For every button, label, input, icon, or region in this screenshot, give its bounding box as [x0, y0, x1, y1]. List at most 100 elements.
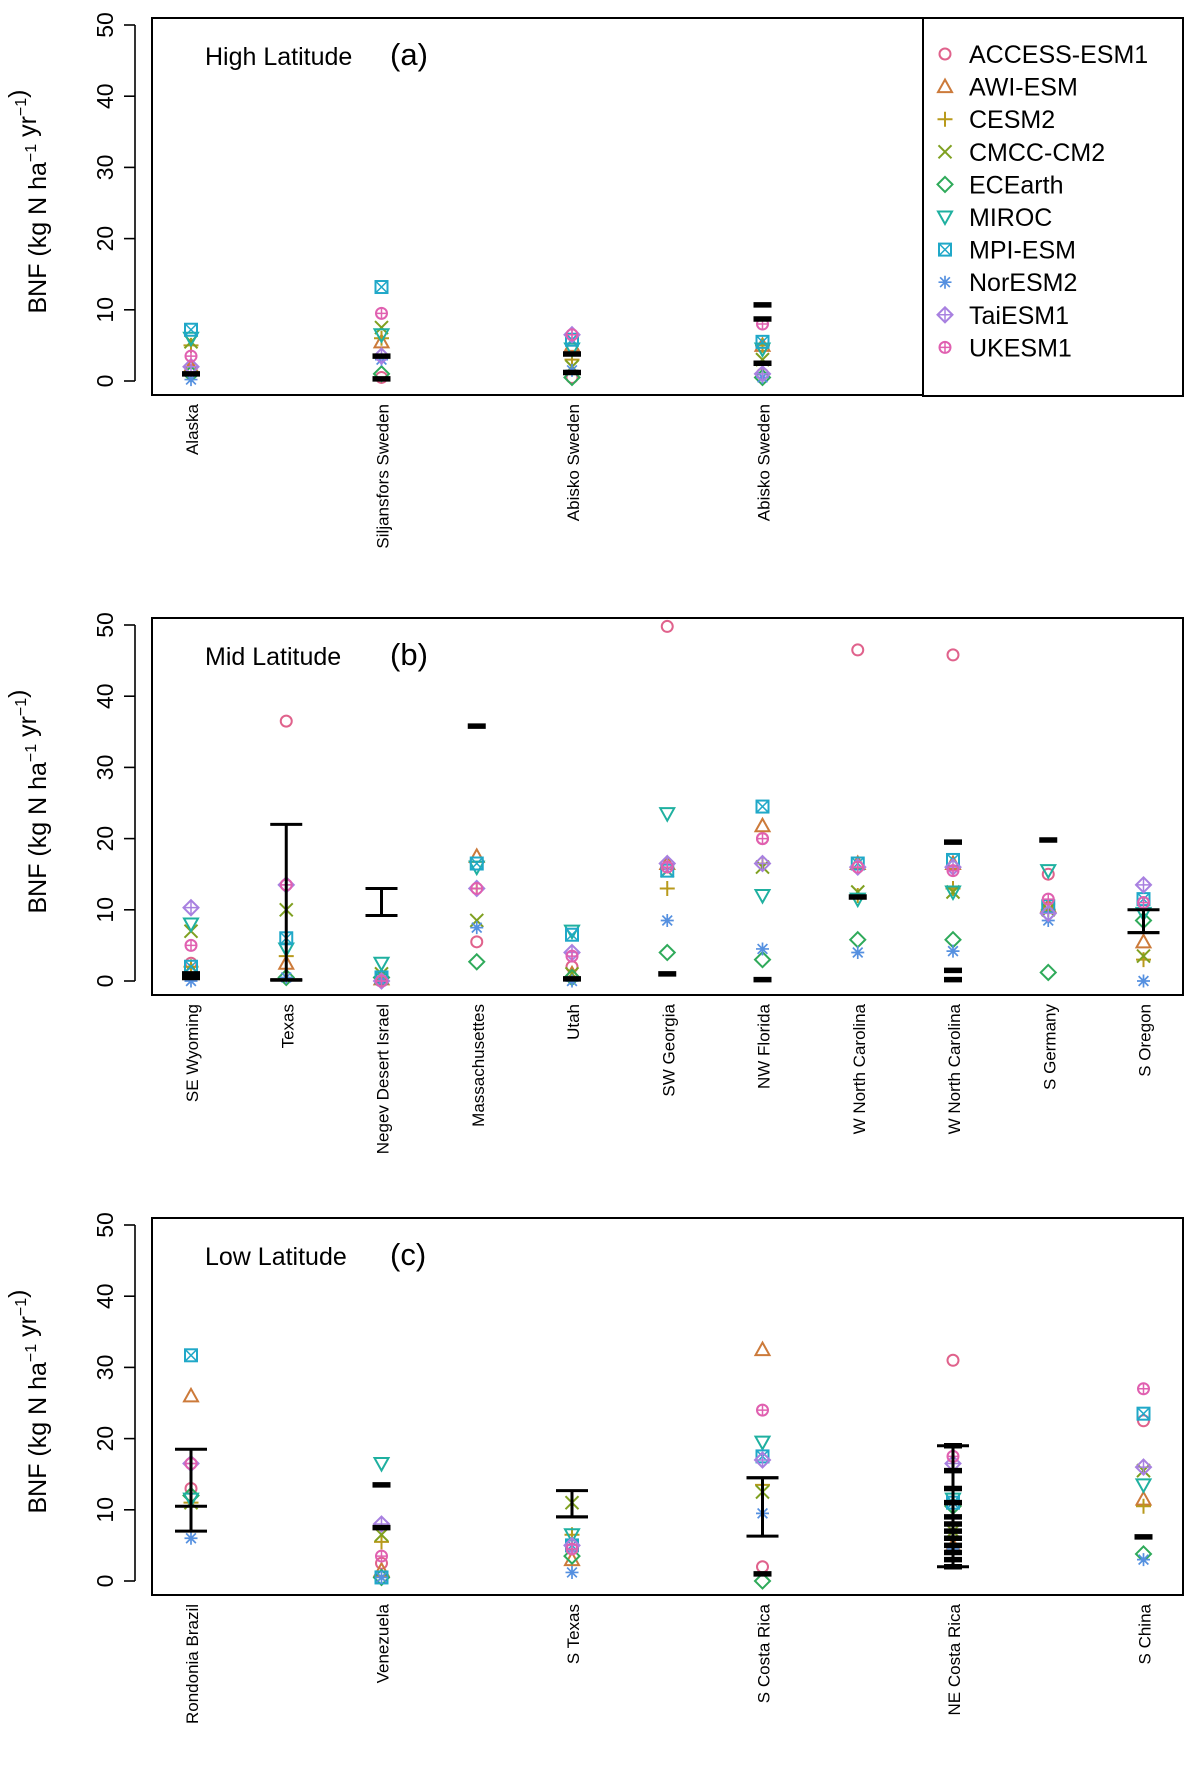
marker-plus	[376, 307, 387, 319]
marker-asterisk	[756, 942, 769, 956]
data-point	[1137, 1382, 1150, 1396]
marker-square	[374, 280, 389, 295]
marker-diamond	[563, 1547, 581, 1565]
y-axis-label-superscript: −1	[23, 1344, 40, 1362]
marker-triangle	[753, 342, 772, 359]
x-tick-label: S Oregon	[1136, 1004, 1155, 1077]
legend-marker	[936, 175, 954, 194]
data-point	[184, 938, 198, 952]
marker-square	[755, 334, 770, 349]
marker-diamond	[277, 968, 296, 987]
marker-cross	[1136, 948, 1151, 964]
y-tick-label: 30	[92, 155, 118, 181]
y-tick-label: 50	[92, 1212, 118, 1238]
y-tick-label: 20	[92, 226, 118, 252]
marker-plus	[566, 950, 578, 962]
data-point	[1136, 1406, 1151, 1421]
data-point	[756, 832, 769, 846]
data-point	[1136, 948, 1151, 964]
marker-triangle	[936, 210, 954, 227]
data-point	[1134, 1478, 1153, 1494]
marker-asterisk	[184, 373, 198, 387]
marker-plus	[755, 1452, 770, 1468]
marker-cross	[945, 884, 961, 900]
legend-label: NorESM2	[969, 269, 1077, 297]
x-tick-label: S Germany	[1040, 1004, 1059, 1090]
x-tick-label: NW Florida	[755, 1003, 774, 1089]
data-point	[1137, 896, 1150, 910]
marker-square-cross	[184, 1348, 198, 1362]
data-point	[375, 974, 388, 988]
data-point	[660, 913, 674, 927]
data-point	[1039, 963, 1058, 982]
x-tick-label: Siljansfors Sweden	[374, 404, 393, 549]
marker-circle	[660, 619, 674, 633]
marker-asterisk	[1137, 974, 1150, 988]
data-point	[470, 935, 484, 949]
marker-plus	[755, 856, 770, 872]
y-tick-label: 30	[92, 1355, 118, 1381]
y-tick-label: 10	[92, 1497, 118, 1523]
legend-marker	[936, 77, 954, 94]
marker-diamond	[753, 368, 772, 387]
marker-square	[1136, 1406, 1151, 1421]
data-point	[470, 921, 484, 935]
marker-square-cross	[184, 960, 198, 974]
data-point	[946, 864, 960, 878]
x-tick-label: Alaska	[183, 403, 202, 455]
data-point	[660, 860, 674, 874]
data-point	[184, 349, 198, 363]
data-point	[565, 1565, 579, 1579]
data-point	[1137, 1414, 1150, 1428]
marker-plus	[659, 880, 675, 896]
marker-triangle	[849, 892, 867, 909]
data-point	[756, 942, 769, 956]
marker-asterisk	[470, 921, 484, 935]
marker-triangle	[182, 1386, 200, 1403]
data-point	[372, 328, 391, 344]
y-axis-label-part: BNF (kg N ha	[24, 162, 52, 314]
y-axis-label-part: yr	[14, 116, 42, 144]
data-point	[849, 892, 867, 909]
marker-diamond	[1039, 963, 1058, 982]
legend-marker	[938, 340, 952, 354]
x-tick-label: Massachusettes	[469, 1004, 488, 1127]
y-axis-label-superscript: −1	[13, 698, 30, 716]
x-tick-label: Abisko Sweden	[564, 404, 583, 521]
observations	[182, 302, 772, 382]
y-axis-label-part: yr	[14, 1316, 42, 1344]
data-point	[756, 1560, 769, 1574]
data-point	[753, 368, 772, 387]
marker-plus	[566, 1543, 578, 1555]
marker-plus	[947, 865, 959, 877]
marker-asterisk	[851, 946, 865, 960]
marker-plus	[757, 833, 768, 845]
marker-plus	[183, 900, 199, 916]
y-tick-label: 0	[92, 975, 118, 988]
data-point	[182, 898, 200, 917]
data-point	[1041, 867, 1055, 881]
marker-triangle	[182, 917, 200, 934]
data-point	[277, 968, 296, 987]
marker-triangle	[372, 328, 391, 344]
marker-triangle	[182, 331, 200, 348]
data-point	[184, 1531, 198, 1545]
y-axis-label-superscript: −1	[13, 98, 30, 116]
legend-marker	[937, 144, 953, 160]
data-point	[753, 889, 772, 905]
y-axis-label-part: yr	[14, 716, 42, 744]
marker-diamond	[753, 1572, 772, 1590]
marker-diamond	[467, 952, 486, 971]
data-point	[753, 1340, 772, 1357]
data-point	[374, 1534, 389, 1550]
marker-circle	[470, 935, 484, 949]
data-point	[1134, 875, 1153, 894]
data-point	[660, 619, 674, 633]
data-point	[374, 320, 389, 335]
data-point	[756, 1403, 769, 1417]
marker-asterisk	[375, 1570, 388, 1584]
